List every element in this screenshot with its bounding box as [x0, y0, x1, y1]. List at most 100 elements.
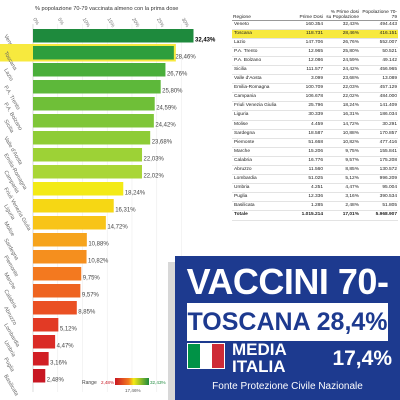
bar	[33, 46, 174, 60]
table-cell: 4,47%	[324, 183, 360, 194]
table-cell: 175.208	[360, 156, 398, 167]
bar	[33, 182, 124, 196]
table-cell: Basilicata	[232, 201, 294, 212]
table-cell: 111.577	[294, 65, 324, 76]
table-cell: 106.678	[294, 92, 324, 103]
table-cell: Molise	[232, 120, 294, 130]
table-cell: 95.004	[360, 183, 398, 194]
table-cell: Abruzzo	[232, 165, 294, 176]
media-line1: MEDIA	[232, 340, 287, 359]
x-tick-label: 15%	[106, 17, 116, 29]
table-cell: 456.965	[360, 65, 398, 76]
flag-red	[212, 344, 224, 368]
table-cell: 141.409	[360, 101, 398, 112]
table-cell: Sicilia	[232, 65, 294, 76]
table-cell: 457.129	[360, 83, 398, 94]
value-label: 22,02%	[143, 174, 164, 180]
value-label: 25,80%	[162, 89, 183, 95]
table-cell: P.A. Bolzano	[232, 56, 294, 66]
table-cell: 12.086	[294, 56, 324, 66]
value-label: 4,47%	[57, 344, 75, 350]
x-tick-label: 20%	[130, 17, 140, 29]
table-cell: 24,59%	[324, 56, 360, 66]
table-header-row: Regione Prime Dosi % Prime dosi su Popol…	[232, 3, 398, 21]
value-label: 23,68%	[152, 140, 173, 146]
table-cell: Sardegna	[232, 129, 294, 139]
table-cell: 147.706	[294, 38, 324, 48]
table-cell: Lazio	[232, 38, 294, 48]
bar	[33, 369, 46, 383]
bar	[33, 250, 87, 264]
legend-max: 32,43%	[150, 380, 166, 385]
table-cell: 477.416	[360, 138, 398, 148]
table-row: P.A. Trento 12.965 25,80% 50.521	[232, 47, 398, 57]
table-cell: Piemonte	[232, 138, 294, 148]
table-row: Valle d'Aosta 3.099 23,68% 13.089	[232, 74, 398, 85]
legend-gradient	[115, 378, 149, 385]
table-cell: 15.206	[294, 147, 324, 157]
table-cell: 390.534	[360, 192, 398, 203]
table-cell: 49.142	[360, 56, 398, 66]
table-cell: 552.007	[360, 38, 398, 48]
table-total-cell: 5.968.907	[360, 210, 398, 221]
table-cell: 51.805	[360, 201, 398, 212]
value-label: 16,31%	[115, 208, 136, 214]
table-cell: 9,75%	[324, 147, 360, 157]
table-row: Friuli Venezia Giulia 25.796 18,24% 141.409	[232, 101, 398, 112]
table-row: P.A. Bolzano 12.086 24,59% 49.142	[232, 56, 398, 66]
table-cell: 14,72%	[324, 120, 360, 130]
table-cell: 22,02%	[324, 92, 360, 103]
header-population: Popolazione 70-79	[360, 3, 398, 21]
value-label: 22,03%	[144, 157, 165, 163]
bar	[33, 131, 151, 145]
value-label: 9,57%	[82, 293, 100, 299]
table-cell: 26,76%	[324, 38, 360, 48]
bar	[33, 233, 87, 247]
table-cell: 32,43%	[324, 20, 360, 30]
table-cell: Calabria	[232, 156, 294, 167]
bar	[33, 148, 143, 162]
table-cell: 28,46%	[324, 29, 360, 39]
category-label: Lazio	[2, 68, 14, 82]
table-cell: Campania	[232, 92, 294, 103]
bar	[33, 284, 81, 298]
value-label: 18,24%	[125, 191, 146, 197]
bar	[33, 199, 114, 213]
category-label: Puglia	[2, 357, 15, 374]
chart-title: % popolazione 70-79 vaccinata almeno con…	[35, 6, 178, 12]
value-label: 10,88%	[88, 242, 109, 248]
bar	[33, 165, 142, 179]
table-row: Basilicata 1.285 2,48% 51.805	[232, 201, 398, 212]
bar	[33, 216, 106, 230]
table-cell: 1.285	[294, 201, 324, 212]
table-total-cell: 17,01%	[324, 210, 360, 221]
table-row: Piemonte 51.668 10,82% 477.416	[232, 138, 398, 148]
x-tick-label: 25%	[155, 17, 165, 29]
table-cell: 22,03%	[324, 83, 360, 94]
bar	[33, 301, 77, 315]
table-cell: 23,68%	[324, 74, 360, 85]
table-cell: 10,88%	[324, 129, 360, 139]
table-row: Umbria 4.251 4,47% 95.004	[232, 183, 398, 194]
table-cell: Liguria	[232, 110, 294, 121]
table-cell: 30.291	[360, 120, 398, 130]
table-cell: 10,82%	[324, 138, 360, 148]
panel-subtitle: TOSCANA 28,4%	[187, 303, 388, 341]
table-cell: P.A. Trento	[232, 47, 294, 57]
table-cell: Umbria	[232, 183, 294, 194]
value-label: 14,72%	[107, 225, 128, 231]
table-cell: 51.668	[294, 138, 324, 148]
table-cell: Veneto	[232, 20, 294, 30]
table-cell: 13.089	[360, 74, 398, 85]
header-region: Regione	[232, 3, 294, 21]
value-label: 26,76%	[167, 72, 188, 78]
bar	[33, 97, 155, 111]
table-total-row: Totale 1.015.214 17,01% 5.968.907	[232, 210, 398, 221]
table-row: Marche 15.206 9,75% 155.841	[232, 147, 398, 157]
value-label: 24,42%	[155, 123, 176, 129]
data-table: Regione Prime Dosi % Prime dosi su Popol…	[232, 3, 398, 221]
table-cell: 16.776	[294, 156, 324, 167]
table-cell: 118.731	[294, 29, 324, 39]
table-cell: 130.572	[360, 165, 398, 176]
category-label: Abruzzo	[2, 306, 17, 326]
